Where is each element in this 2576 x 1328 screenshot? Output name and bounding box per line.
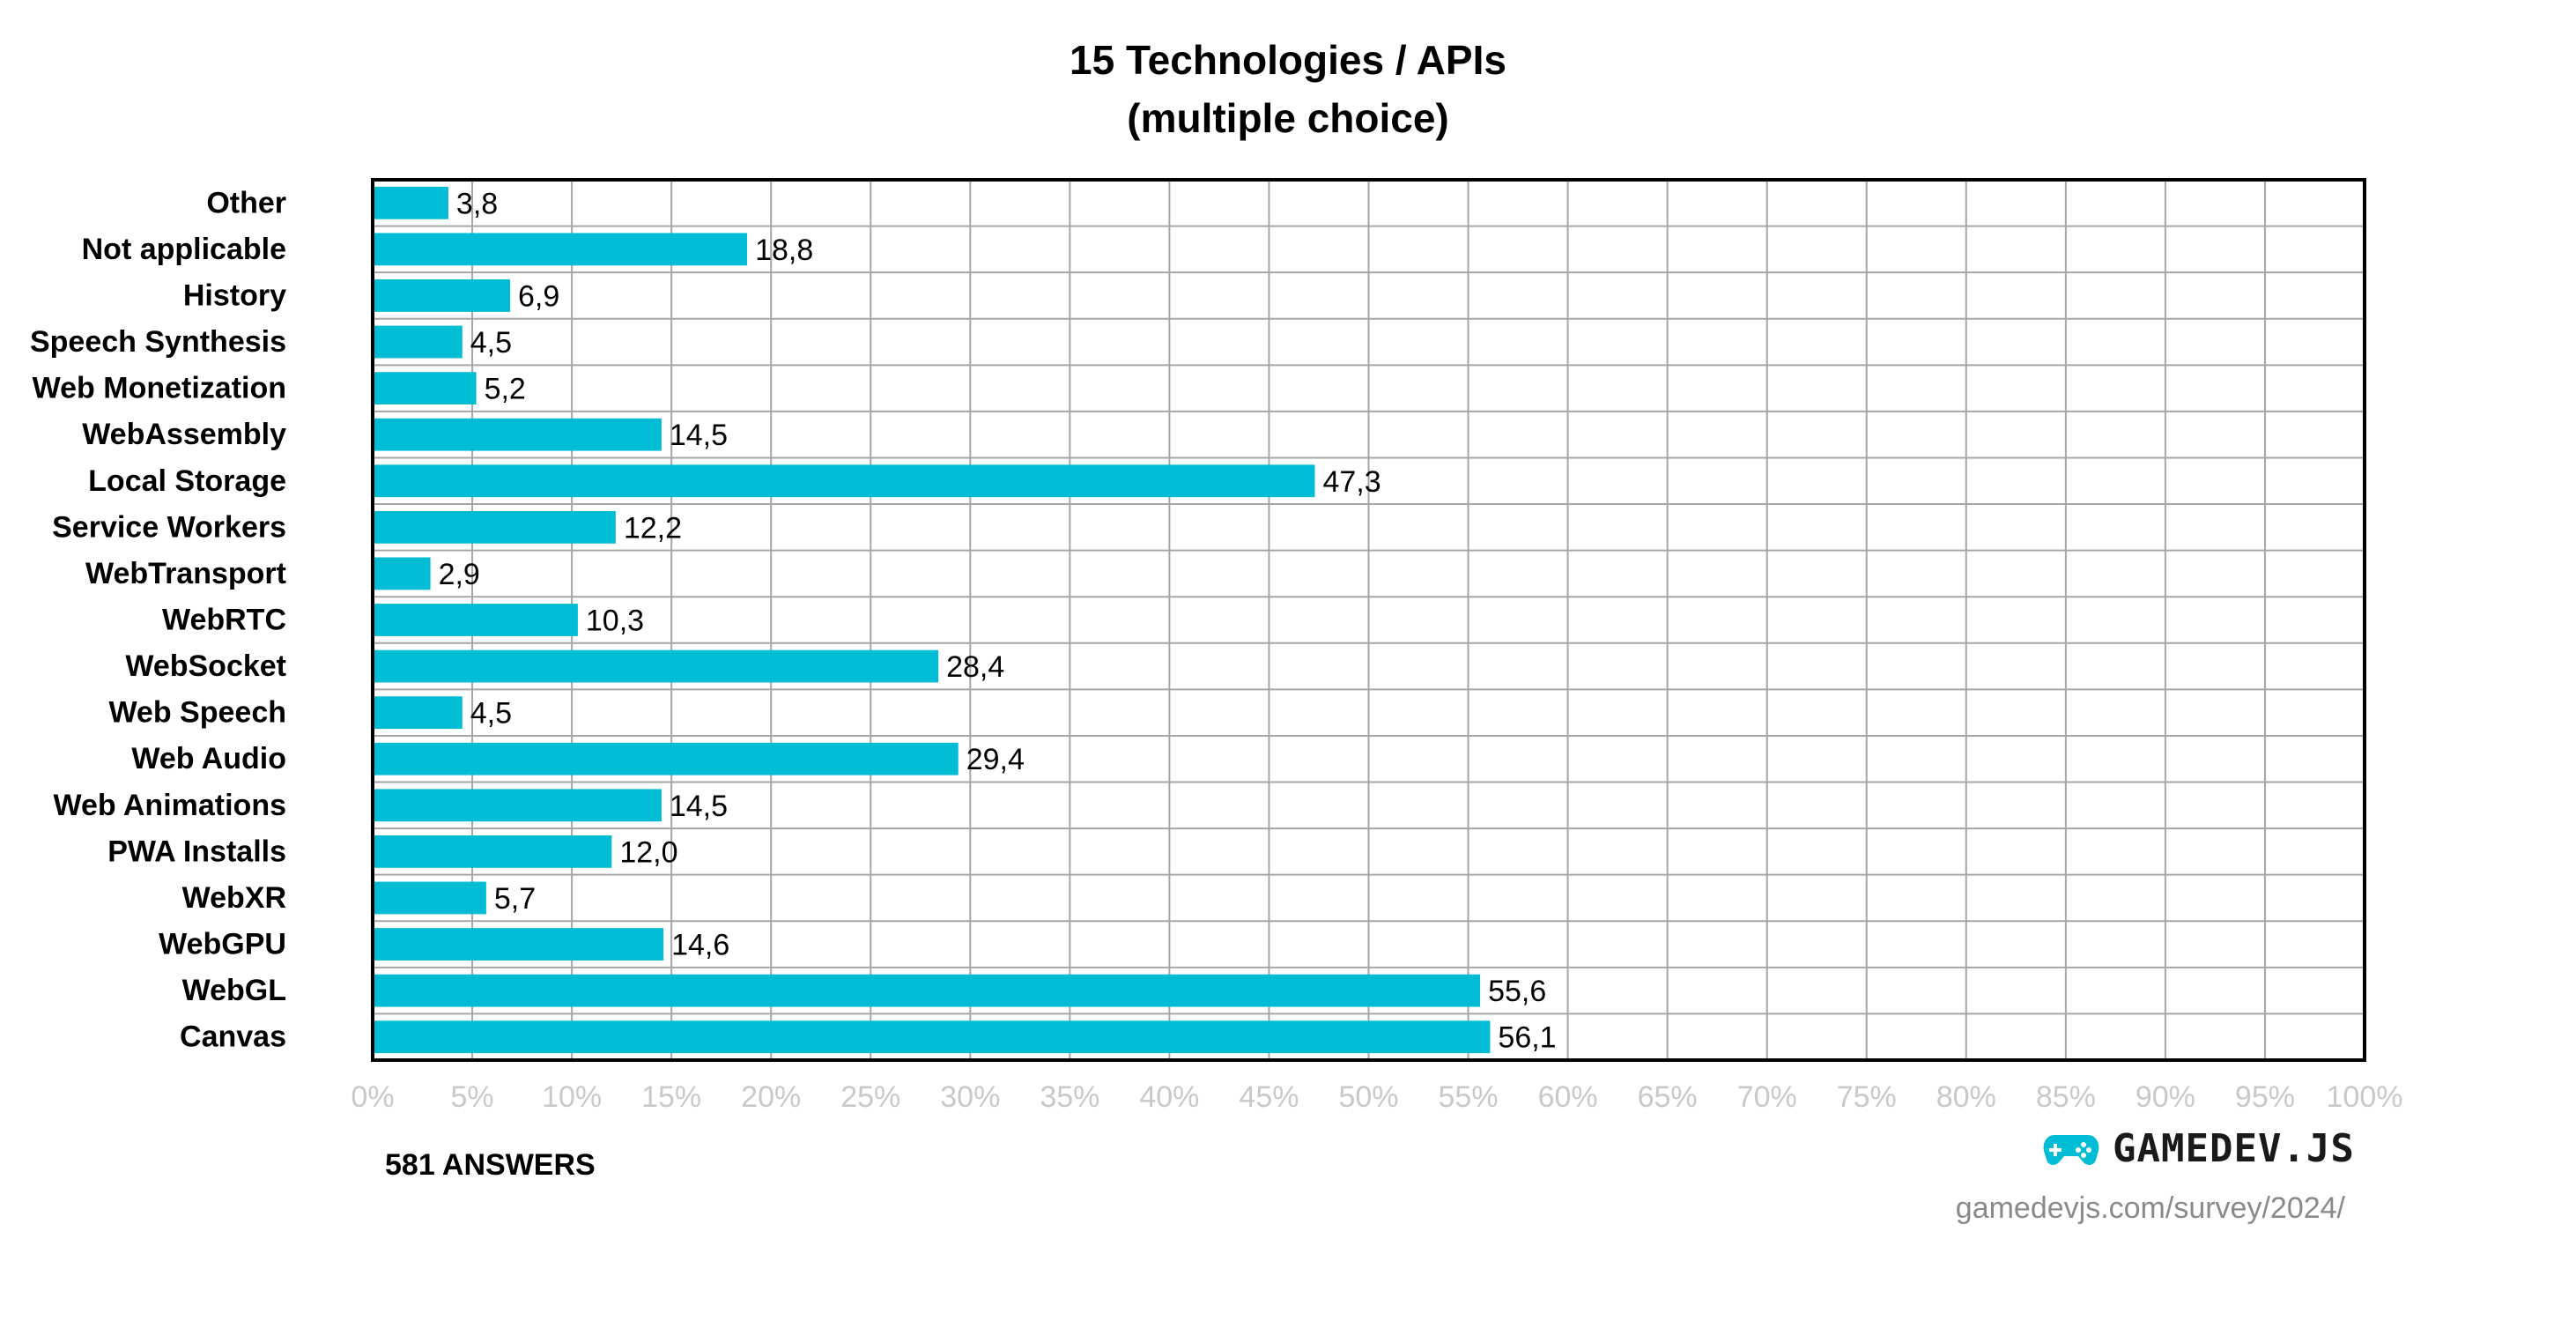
- category-label: WebGPU: [159, 928, 286, 961]
- data-label: 10,3: [586, 605, 644, 638]
- bar: [373, 1020, 1491, 1054]
- x-tick-label: 100%: [2327, 1080, 2403, 1114]
- data-label: 29,4: [966, 743, 1025, 776]
- bar: [373, 464, 1315, 498]
- data-label: 12,2: [624, 511, 682, 545]
- category-label: Other: [206, 186, 286, 219]
- x-tick-label: 60%: [1538, 1080, 1598, 1114]
- category-label: Web Animations: [54, 789, 286, 822]
- chart-title: 15 Technologies / APIs: [1070, 37, 1506, 83]
- category-label: WebXR: [182, 881, 286, 915]
- category-label: History: [183, 278, 286, 312]
- brand-name: GAMEDEV.JS: [2113, 1126, 2355, 1171]
- chart-subtitle: (multiple choice): [1127, 95, 1449, 141]
- bar: [373, 325, 463, 359]
- plot-frame: [371, 178, 2366, 1062]
- x-tick-label: 30%: [940, 1080, 1000, 1114]
- x-tick-label: 40%: [1139, 1080, 1199, 1114]
- x-tick-label: 50%: [1338, 1080, 1398, 1114]
- category-label: Web Speech: [108, 696, 286, 730]
- category-label: Web Audio: [131, 742, 286, 775]
- data-label: 3,8: [456, 187, 498, 220]
- category-label: WebSocket: [125, 649, 286, 683]
- bar: [373, 974, 1481, 1007]
- data-label: 2,9: [439, 558, 480, 591]
- x-tick-label: 25%: [840, 1080, 900, 1114]
- bar: [373, 557, 431, 590]
- bar: [373, 742, 959, 775]
- x-tick-label: 95%: [2235, 1080, 2295, 1114]
- data-label: 47,3: [1322, 465, 1381, 499]
- category-label: Service Workers: [52, 510, 286, 544]
- x-tick-label: 65%: [1638, 1080, 1698, 1114]
- x-tick-label: 5%: [450, 1080, 493, 1114]
- data-label: 4,5: [470, 326, 512, 360]
- x-tick-label: 85%: [2036, 1080, 2096, 1114]
- data-label: 18,8: [755, 234, 813, 267]
- x-tick-label: 15%: [641, 1080, 701, 1114]
- category-label: WebAssembly: [82, 418, 286, 451]
- data-label: 56,1: [1498, 1021, 1556, 1055]
- x-tick-label: 20%: [741, 1080, 801, 1114]
- data-label: 28,4: [946, 650, 1004, 684]
- x-tick-label: 55%: [1439, 1080, 1499, 1114]
- answers-count: 581 ANSWERS: [385, 1148, 596, 1182]
- data-label: 55,6: [1488, 975, 1546, 1008]
- category-label: WebRTC: [162, 604, 286, 637]
- x-tick-label: 80%: [1936, 1080, 1996, 1114]
- bar: [373, 604, 578, 636]
- category-label: Web Monetization: [33, 372, 286, 405]
- category-label: Canvas: [180, 1020, 286, 1054]
- data-label: 14,6: [671, 929, 729, 962]
- survey-url[interactable]: gamedevjs.com/survey/2024/: [1955, 1191, 2345, 1225]
- category-label: PWA Installs: [107, 835, 286, 868]
- x-tick-label: 35%: [1040, 1080, 1099, 1114]
- data-label: 12,0: [619, 835, 677, 869]
- bar: [373, 835, 612, 868]
- category-label: Local Storage: [88, 464, 286, 498]
- data-label: 6,9: [518, 279, 559, 313]
- bar: [373, 928, 664, 961]
- bar: [373, 418, 662, 451]
- bar: [373, 372, 477, 405]
- bar: [373, 279, 511, 312]
- category-label: Not applicable: [82, 233, 286, 266]
- x-tick-label: 90%: [2136, 1080, 2195, 1114]
- bar: [373, 233, 748, 266]
- x-tick-label: 10%: [542, 1080, 602, 1114]
- bar: [373, 186, 448, 219]
- x-tick-label: 45%: [1239, 1080, 1299, 1114]
- bar: [373, 789, 662, 822]
- brand-logo: GAMEDEV.JS: [2042, 1126, 2355, 1171]
- gamepad-icon: [2043, 1134, 2099, 1165]
- bar: [373, 510, 616, 544]
- bar: [373, 696, 463, 730]
- bar: [373, 881, 486, 915]
- x-tick-label: 75%: [1837, 1080, 1897, 1114]
- category-label: WebTransport: [85, 557, 286, 590]
- data-label: 4,5: [470, 697, 512, 731]
- x-tick-label: 0%: [351, 1080, 394, 1114]
- data-label: 5,2: [485, 373, 526, 406]
- category-label: WebGL: [182, 974, 286, 1007]
- data-label: 14,5: [670, 419, 728, 452]
- bar: [373, 649, 939, 683]
- x-tick-label: 70%: [1737, 1080, 1797, 1114]
- category-label: Speech Synthesis: [30, 325, 286, 359]
- data-label: 5,7: [494, 882, 536, 916]
- data-label: 14,5: [670, 790, 728, 823]
